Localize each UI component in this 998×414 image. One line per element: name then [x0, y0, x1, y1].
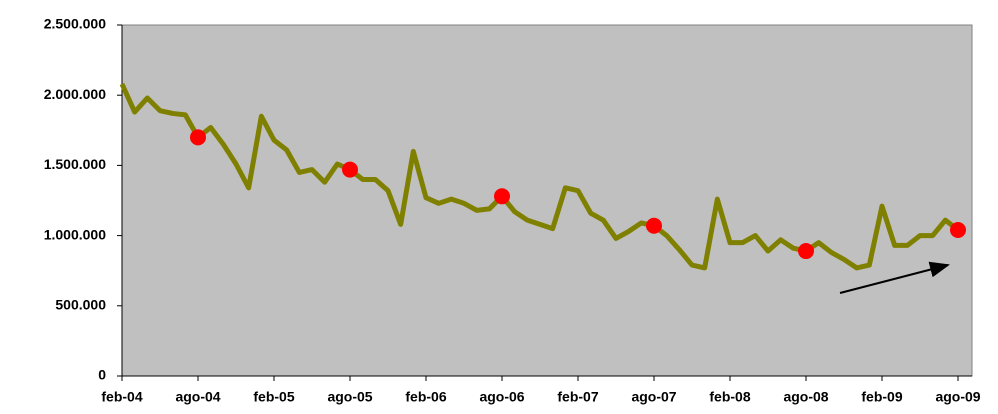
y-tick-label: 500.000	[55, 297, 106, 313]
y-tick-label: 2.000.000	[44, 86, 106, 102]
data-point	[798, 243, 814, 260]
y-tick-label: 2.500.000	[44, 16, 106, 32]
data-point	[190, 129, 206, 146]
data-point	[342, 161, 358, 178]
x-tick-label: feb-09	[861, 389, 902, 405]
data-point	[950, 221, 966, 238]
y-tick-label: 1.000.000	[44, 226, 106, 242]
x-tick-label: ago-06	[479, 389, 524, 405]
data-line	[119, 82, 960, 271]
x-tick-label: ago-09	[935, 389, 980, 405]
x-tick-label: feb-08	[709, 389, 750, 405]
x-tick-label: ago-07	[631, 389, 676, 405]
data-point	[646, 217, 662, 234]
x-tick-label: ago-08	[783, 389, 828, 405]
x-tick-label: ago-04	[175, 389, 220, 405]
x-tick-label: feb-06	[405, 389, 446, 405]
x-tick-label: feb-04	[101, 389, 142, 405]
data-point	[494, 188, 510, 205]
y-tick-label: 0	[98, 367, 106, 383]
plot-area	[121, 24, 973, 377]
trend-arrow	[839, 261, 950, 294]
x-tick-label: ago-05	[327, 389, 372, 405]
x-tick-label: feb-07	[557, 389, 598, 405]
x-tick-label: feb-05	[253, 389, 294, 405]
y-tick-label: 1.500.000	[44, 156, 106, 172]
